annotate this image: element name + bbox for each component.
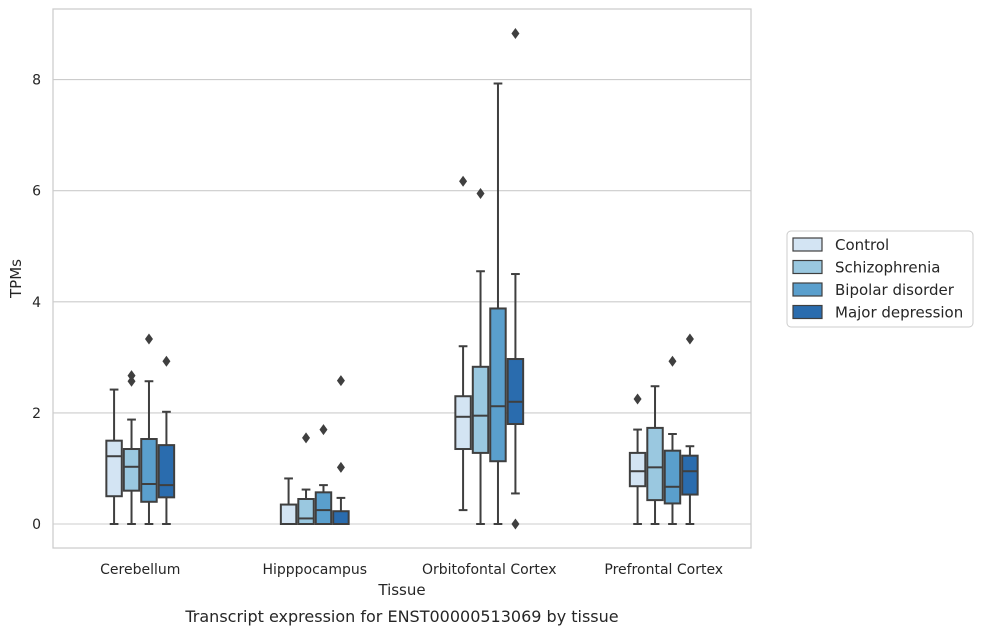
outlier-point-0 [144, 333, 153, 345]
box-0-3 [628, 393, 647, 525]
outlier-point-0 [302, 432, 311, 444]
box-body [332, 510, 350, 526]
outlier-point-1 [127, 370, 136, 382]
x-tick-label-0: Cerebellum [100, 562, 180, 578]
x-tick-labels: Cerebellum Hipppocampus Orbitofontal Corte… [100, 562, 723, 578]
box-1-1 [297, 432, 315, 526]
outlier-point-0 [476, 187, 485, 199]
outlier-point-1 [511, 27, 520, 39]
chart-caption: Transcript expression for ENST0000051306… [184, 607, 618, 626]
box-body [489, 307, 507, 463]
x-tick-label-1: Hipppocampus [262, 562, 367, 578]
box-body [157, 444, 176, 499]
legend: Control Schizophrenia Bipolar disorder Majo… [786, 230, 974, 328]
box-3-0 [157, 355, 176, 525]
box-body [314, 491, 333, 525]
box-3-3 [681, 333, 699, 525]
legend-swatch-3 [792, 304, 823, 320]
box-body [646, 426, 664, 502]
box-body [681, 454, 699, 496]
x-axis-label: Tissue [377, 581, 425, 599]
outlier-point-0 [511, 518, 520, 530]
outlier-point-0 [336, 461, 345, 473]
box-body [628, 451, 647, 488]
outlier-point-0 [668, 355, 677, 367]
box-2-2 [489, 82, 507, 525]
boxes [105, 27, 699, 530]
y-axis-label: TPMs [7, 259, 25, 299]
box-2-1 [314, 424, 333, 525]
legend-label-0: Control [835, 236, 889, 254]
box-3-1 [332, 375, 350, 526]
outlier-point-1 [336, 375, 345, 387]
box-body [297, 498, 315, 526]
box-1-2 [471, 187, 490, 525]
box-body [122, 448, 141, 492]
legend-label-2: Bipolar disorder [835, 281, 955, 299]
box-0-0 [105, 388, 123, 525]
y-tick-label-0: 0 [32, 517, 41, 533]
legend-swatch-0 [792, 237, 823, 252]
legend-swatch-1 [792, 259, 823, 275]
box-body [506, 358, 525, 426]
box-body [471, 365, 490, 454]
y-tick-label-4: 8 [32, 73, 41, 89]
box-body [454, 395, 472, 451]
box-0-1 [279, 477, 298, 525]
legend-label-3: Major depression [835, 304, 963, 322]
outlier-point-0 [685, 333, 694, 345]
box-body [663, 449, 682, 505]
box-2-0 [140, 333, 158, 525]
box-body [279, 503, 298, 525]
y-tick-labels: 0 2 4 6 8 [32, 73, 41, 533]
box-1-0 [122, 370, 141, 525]
y-tick-label-3: 6 [32, 184, 41, 200]
legend-swatch-2 [792, 282, 823, 297]
y-tick-label-2: 4 [32, 295, 41, 311]
box-0-2 [454, 175, 472, 512]
x-tick-label-2: Orbitofontal Cortex [422, 562, 557, 578]
outlier-point-0 [459, 175, 468, 187]
box-3-2 [506, 27, 525, 530]
legend-label-1: Schizophrenia [835, 259, 940, 277]
box-body [105, 439, 123, 498]
box-1-3 [646, 385, 664, 525]
x-tick-label-3: Prefrontal Cortex [604, 562, 723, 578]
box-body [140, 438, 158, 503]
outlier-point-0 [319, 424, 328, 436]
box-2-3 [663, 355, 682, 525]
outlier-point-0 [127, 375, 136, 387]
outlier-point-0 [633, 393, 642, 405]
outlier-point-0 [162, 355, 171, 367]
legend-frame [786, 230, 974, 328]
y-tick-label-1: 2 [32, 406, 41, 422]
